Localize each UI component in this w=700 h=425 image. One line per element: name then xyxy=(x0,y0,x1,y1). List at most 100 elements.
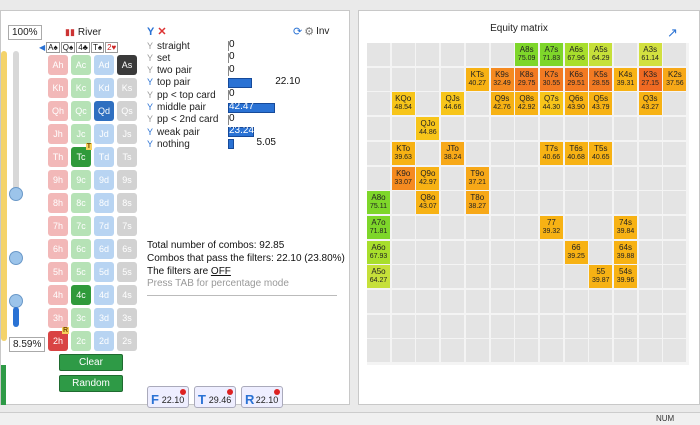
card-7s[interactable]: 7s xyxy=(117,216,137,236)
matrix-cell[interactable] xyxy=(638,166,662,190)
card-qs[interactable]: Qs xyxy=(117,101,137,121)
matrix-cell[interactable] xyxy=(367,314,390,338)
matrix-cell-t5s[interactable]: T5s 40.65 xyxy=(589,141,613,165)
matrix-cell[interactable] xyxy=(539,117,563,141)
card-qd[interactable]: Qd xyxy=(94,101,114,121)
card-ad[interactable]: Ad xyxy=(94,55,114,75)
matrix-cell-k3s[interactable]: K3s 27.15 xyxy=(638,67,662,91)
matrix-cell[interactable] xyxy=(490,43,514,66)
card-9c[interactable]: 9c xyxy=(71,170,91,190)
matrix-cell[interactable] xyxy=(539,240,563,264)
matrix-cell[interactable] xyxy=(416,265,440,289)
matrix-cell[interactable] xyxy=(490,290,514,313)
card-8h[interactable]: 8h xyxy=(48,193,68,213)
card-kh[interactable]: Kh xyxy=(48,78,68,98)
matrix-cell[interactable] xyxy=(441,339,465,363)
matrix-cell[interactable] xyxy=(367,166,390,190)
matrix-cell[interactable] xyxy=(416,141,440,165)
matrix-cell-a7o[interactable]: A7o 71.81 xyxy=(367,215,390,239)
matrix-cell[interactable] xyxy=(614,314,637,338)
matrix-cell-kqo[interactable]: KQo 48.54 xyxy=(391,92,415,116)
matrix-cell[interactable] xyxy=(465,290,489,313)
matrix-cell[interactable] xyxy=(465,339,489,363)
zoom-top[interactable]: 100% xyxy=(0,25,42,40)
card-jh[interactable]: Jh xyxy=(48,124,68,144)
matrix-cell-a3s[interactable]: A3s 61.14 xyxy=(638,43,662,66)
matrix-cell[interactable] xyxy=(515,314,539,338)
matrix-cell-a8s[interactable]: A8s 75.09 xyxy=(515,43,539,66)
matrix-cell[interactable] xyxy=(367,92,390,116)
filter-funnel-icon[interactable]: Y xyxy=(147,138,154,149)
matrix-cell[interactable] xyxy=(589,215,613,239)
card-2c[interactable]: 2c xyxy=(71,331,91,351)
matrix-cell[interactable] xyxy=(391,191,415,215)
zoom-bottom-field[interactable]: 8.59% xyxy=(9,337,46,352)
card-5d[interactable]: 5d xyxy=(94,262,114,282)
matrix-cell[interactable] xyxy=(638,141,662,165)
matrix-cell[interactable] xyxy=(515,240,539,264)
filter-box-r[interactable]: R 22.10 xyxy=(241,386,283,408)
clear-button[interactable]: Clear xyxy=(59,354,123,371)
matrix-cell-66[interactable]: 66 39.25 xyxy=(564,240,588,264)
matrix-cell[interactable] xyxy=(539,166,563,190)
matrix-cell-k2s[interactable]: K2s 37.56 xyxy=(663,67,687,91)
matrix-cell[interactable] xyxy=(564,339,588,363)
matrix-cell[interactable] xyxy=(539,314,563,338)
matrix-cell-q9o[interactable]: Q9o 42.97 xyxy=(416,166,440,190)
card-8d[interactable]: 8d xyxy=(94,193,114,213)
matrix-cell[interactable] xyxy=(589,314,613,338)
matrix-cell-q9s[interactable]: Q9s 42.76 xyxy=(490,92,514,116)
matrix-cell-a8o[interactable]: A8o 75.11 xyxy=(367,191,390,215)
matrix-cell[interactable] xyxy=(416,339,440,363)
matrix-cell[interactable] xyxy=(391,314,415,338)
card-ts[interactable]: Ts xyxy=(117,147,137,167)
matrix-cell-a5o[interactable]: A5o 64.27 xyxy=(367,265,390,289)
matrix-cell[interactable] xyxy=(465,215,489,239)
matrix-cell-t7s[interactable]: T7s 40.66 xyxy=(539,141,563,165)
matrix-cell-q5s[interactable]: Q5s 43.79 xyxy=(589,92,613,116)
matrix-cell-qjs[interactable]: QJs 44.66 xyxy=(441,92,465,116)
matrix-cell[interactable] xyxy=(416,67,440,91)
matrix-cell[interactable] xyxy=(465,314,489,338)
matrix-cell-t8o[interactable]: T8o 38.27 xyxy=(465,191,489,215)
matrix-cell-a6s[interactable]: A6s 67.96 xyxy=(564,43,588,66)
matrix-cell[interactable] xyxy=(539,265,563,289)
matrix-cell[interactable] xyxy=(663,92,687,116)
matrix-cell[interactable] xyxy=(564,166,588,190)
matrix-cell[interactable] xyxy=(416,92,440,116)
matrix-cell[interactable] xyxy=(441,191,465,215)
card-ah[interactable]: Ah xyxy=(48,55,68,75)
matrix-cell[interactable] xyxy=(589,117,613,141)
matrix-cell[interactable] xyxy=(539,191,563,215)
matrix-cell-k7s[interactable]: K7s 30.55 xyxy=(539,67,563,91)
card-6c[interactable]: 6c xyxy=(71,239,91,259)
matrix-cell[interactable] xyxy=(638,290,662,313)
board-arrow-icon[interactable]: ◀ xyxy=(39,42,46,52)
matrix-cell[interactable] xyxy=(391,240,415,264)
card-6s[interactable]: 6s xyxy=(117,239,137,259)
card-tc[interactable]: Tc T xyxy=(71,143,92,167)
matrix-cell-54s[interactable]: 54s 39.96 xyxy=(614,265,637,289)
matrix-cell[interactable] xyxy=(614,92,637,116)
matrix-cell[interactable] xyxy=(589,191,613,215)
matrix-cell[interactable] xyxy=(490,117,514,141)
matrix-cell-qjo[interactable]: QJo 44.86 xyxy=(416,117,440,141)
matrix-cell[interactable] xyxy=(663,166,687,190)
card-kd[interactable]: Kd xyxy=(94,78,114,98)
zoom-top-field[interactable]: 100% xyxy=(8,25,42,40)
matrix-cell[interactable] xyxy=(614,191,637,215)
card-8c[interactable]: 8c xyxy=(71,193,91,213)
matrix-cell[interactable] xyxy=(391,290,415,313)
matrix-cell[interactable] xyxy=(490,314,514,338)
filter-funnel-icon[interactable]: Y xyxy=(147,89,154,100)
matrix-cell[interactable] xyxy=(589,166,613,190)
matrix-cell-k9s[interactable]: K9s 32.49 xyxy=(490,67,514,91)
matrix-cell[interactable] xyxy=(391,117,415,141)
card-qh[interactable]: Qh xyxy=(48,101,68,121)
matrix-cell[interactable] xyxy=(367,339,390,363)
card-4c[interactable]: 4c xyxy=(71,285,91,305)
